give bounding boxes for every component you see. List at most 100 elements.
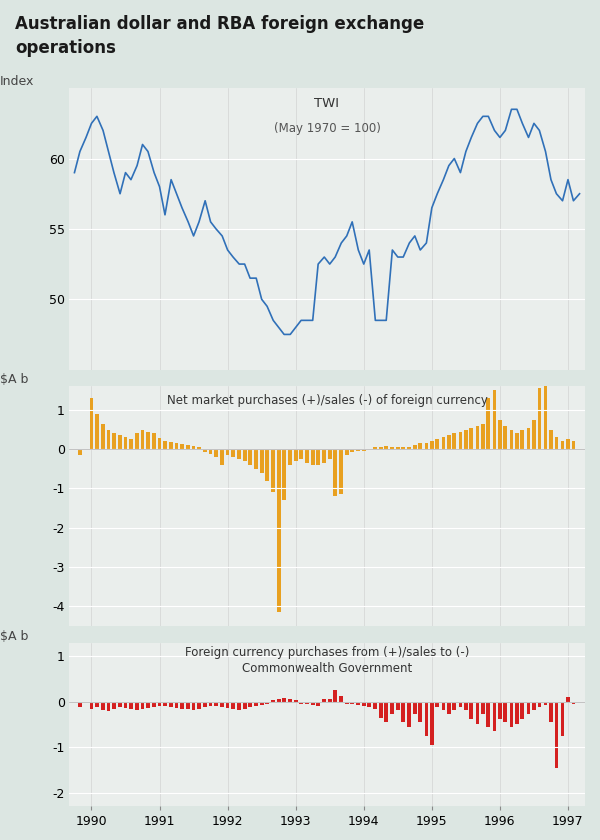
Bar: [350, 449, 354, 452]
Bar: [254, 449, 258, 469]
Bar: [452, 433, 456, 449]
Bar: [214, 449, 218, 457]
Bar: [373, 701, 377, 709]
Bar: [476, 426, 479, 449]
Bar: [107, 429, 110, 449]
Bar: [340, 449, 343, 494]
Bar: [391, 701, 394, 715]
Bar: [430, 441, 434, 449]
Text: (May 1970 = 100): (May 1970 = 100): [274, 122, 380, 135]
Bar: [101, 423, 105, 449]
Bar: [238, 701, 241, 710]
Bar: [231, 701, 235, 709]
Bar: [447, 701, 451, 715]
Bar: [226, 701, 229, 708]
Bar: [220, 449, 224, 465]
Bar: [192, 446, 196, 449]
Bar: [140, 429, 145, 449]
Bar: [289, 449, 292, 465]
Bar: [203, 701, 207, 707]
Bar: [425, 444, 428, 449]
Text: Index: Index: [0, 76, 34, 88]
Bar: [328, 449, 332, 459]
Bar: [282, 449, 286, 500]
Bar: [572, 441, 575, 449]
Bar: [294, 700, 298, 701]
Bar: [271, 449, 275, 492]
Bar: [299, 449, 303, 459]
Bar: [243, 701, 247, 709]
Bar: [379, 701, 383, 717]
Bar: [112, 433, 116, 449]
Bar: [350, 701, 354, 705]
Bar: [442, 701, 445, 710]
Bar: [305, 449, 309, 463]
Bar: [362, 449, 365, 451]
Bar: [464, 701, 468, 710]
Bar: [532, 420, 536, 449]
Text: Net market purchases (+)/sales (-) of foreign currency: Net market purchases (+)/sales (-) of fo…: [167, 394, 487, 407]
Bar: [407, 447, 411, 449]
Bar: [345, 449, 349, 455]
Bar: [442, 438, 445, 449]
Bar: [469, 428, 473, 449]
Bar: [220, 701, 224, 707]
Bar: [458, 701, 462, 707]
Bar: [515, 433, 519, 449]
Bar: [391, 447, 394, 449]
Bar: [231, 449, 235, 457]
Bar: [316, 701, 320, 706]
Bar: [379, 447, 383, 449]
Bar: [333, 449, 337, 496]
Bar: [503, 701, 507, 722]
Bar: [289, 699, 292, 701]
Bar: [493, 391, 496, 449]
Bar: [95, 701, 99, 707]
Bar: [362, 701, 365, 706]
Bar: [544, 385, 547, 449]
Bar: [509, 701, 514, 727]
Text: $A b: $A b: [0, 374, 28, 386]
Bar: [135, 433, 139, 449]
Text: Foreign currency purchases from (+)/sales to (-): Foreign currency purchases from (+)/sale…: [185, 646, 469, 659]
Bar: [498, 701, 502, 719]
Bar: [425, 701, 428, 736]
Bar: [89, 701, 94, 709]
Bar: [311, 449, 314, 465]
Bar: [503, 426, 507, 449]
Bar: [316, 449, 320, 465]
Bar: [260, 449, 263, 473]
Bar: [532, 701, 536, 710]
Bar: [345, 701, 349, 704]
Bar: [333, 690, 337, 701]
Bar: [367, 701, 371, 707]
Bar: [356, 449, 360, 451]
Bar: [464, 429, 468, 449]
Bar: [260, 701, 263, 706]
Bar: [299, 701, 303, 704]
Bar: [248, 449, 252, 465]
Bar: [169, 442, 173, 449]
Bar: [118, 435, 122, 449]
Bar: [152, 433, 156, 449]
Bar: [538, 388, 541, 449]
Bar: [124, 701, 127, 708]
Bar: [515, 701, 519, 723]
Bar: [305, 701, 309, 705]
Bar: [373, 447, 377, 449]
Bar: [549, 701, 553, 722]
Bar: [396, 447, 400, 449]
Bar: [481, 423, 485, 449]
Bar: [407, 701, 411, 727]
Bar: [560, 701, 565, 736]
Bar: [271, 700, 275, 701]
Text: Australian dollar and RBA foreign exchange
operations: Australian dollar and RBA foreign exchan…: [15, 15, 424, 57]
Bar: [401, 447, 405, 449]
Bar: [294, 449, 298, 461]
Bar: [152, 701, 156, 707]
Bar: [554, 438, 558, 449]
Bar: [124, 438, 127, 449]
Bar: [112, 701, 116, 709]
Bar: [340, 696, 343, 701]
Bar: [107, 701, 110, 711]
